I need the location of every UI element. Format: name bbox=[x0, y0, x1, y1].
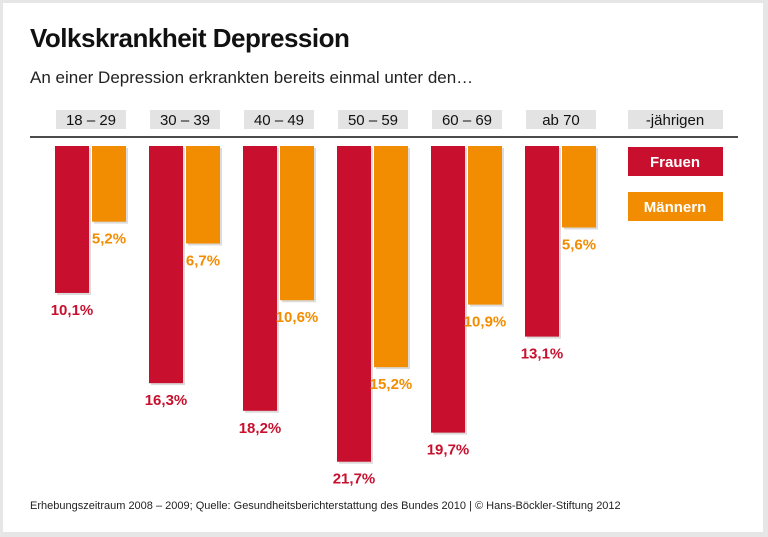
bar-frauen bbox=[525, 146, 559, 337]
category-label: 60 – 69 bbox=[442, 112, 492, 129]
category-label: 50 – 59 bbox=[348, 112, 398, 129]
data-label: 15,2% bbox=[370, 376, 413, 393]
category-label: ab 70 bbox=[542, 112, 580, 129]
legend-swatch bbox=[628, 192, 723, 221]
category-suffix: -jährigen bbox=[646, 112, 704, 129]
category-label: 18 – 29 bbox=[66, 112, 116, 129]
bar-männern bbox=[374, 146, 408, 368]
data-label: 10,1% bbox=[51, 302, 94, 319]
data-label: 5,6% bbox=[562, 236, 596, 253]
bar-frauen bbox=[243, 146, 277, 411]
chart-subtitle: An einer Depression erkrankten bereits e… bbox=[30, 68, 474, 87]
legend-swatch bbox=[628, 147, 723, 176]
chart-page: Volkskrankheit Depression An einer Depre… bbox=[3, 3, 763, 532]
data-label: 10,6% bbox=[276, 309, 319, 326]
bar-frauen bbox=[149, 146, 183, 384]
footer-source: Erhebungszeitraum 2008 – 2009; Quelle: G… bbox=[30, 500, 621, 512]
bar-männern bbox=[186, 146, 220, 244]
bar-frauen bbox=[431, 146, 465, 433]
data-label: 5,2% bbox=[92, 231, 126, 248]
suffix-label-bg bbox=[628, 110, 723, 129]
chart-title: Volkskrankheit Depression bbox=[30, 23, 350, 53]
data-label: 10,9% bbox=[464, 314, 507, 331]
category-label-bg bbox=[56, 110, 126, 129]
data-label: 13,1% bbox=[521, 346, 564, 363]
data-label: 21,7% bbox=[333, 471, 376, 488]
category-label-bg bbox=[244, 110, 314, 129]
data-label: 18,2% bbox=[239, 420, 282, 437]
category-label: 30 – 39 bbox=[160, 112, 210, 129]
category-label-bg bbox=[526, 110, 596, 129]
category-label: 40 – 49 bbox=[254, 112, 304, 129]
bar-männern bbox=[562, 146, 596, 228]
data-label: 6,7% bbox=[186, 252, 220, 269]
bar-männern bbox=[92, 146, 126, 222]
category-label-bg bbox=[432, 110, 502, 129]
legend-label: Frauen bbox=[650, 154, 700, 171]
category-label-bg bbox=[150, 110, 220, 129]
category-label-bg bbox=[338, 110, 408, 129]
data-label: 16,3% bbox=[145, 392, 188, 409]
bar-männern bbox=[468, 146, 502, 305]
bar-chart: 18 – 29 10,1% 5,2% 30 – 39 16,3% 6,7% 40 – 49 1… bbox=[30, 110, 738, 488]
legend-label: Männern bbox=[644, 199, 707, 216]
data-label: 19,7% bbox=[427, 442, 470, 459]
bar-männern bbox=[280, 146, 314, 301]
bar-frauen bbox=[337, 146, 371, 462]
bar-frauen bbox=[55, 146, 89, 293]
